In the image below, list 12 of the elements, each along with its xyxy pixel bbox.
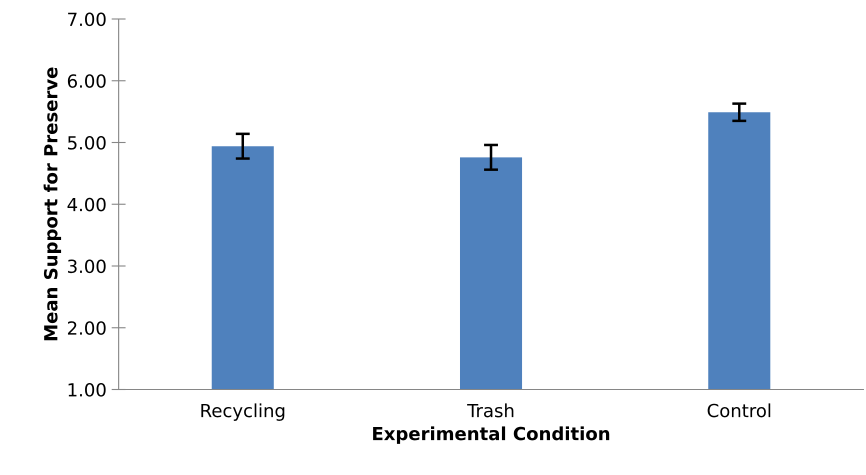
y-tick-label: 6.00 — [68, 74, 106, 88]
x-tick-label: Recycling — [201, 403, 284, 421]
y-tick-label: 3.00 — [68, 259, 106, 274]
y-tick-label: 5.00 — [68, 136, 106, 150]
y-tick-label: 4.00 — [68, 198, 106, 212]
x-tick-label: Trash — [467, 403, 514, 418]
y-axis-title: Mean Support for Preserve — [44, 68, 62, 340]
x-tick-label: Control — [708, 403, 770, 418]
x-axis-title: Experimental Condition — [373, 426, 610, 444]
y-tick-label: 2.00 — [68, 321, 106, 335]
y-tick-label: 7.00 — [68, 12, 106, 26]
y-tick-label: 1.00 — [68, 382, 106, 397]
